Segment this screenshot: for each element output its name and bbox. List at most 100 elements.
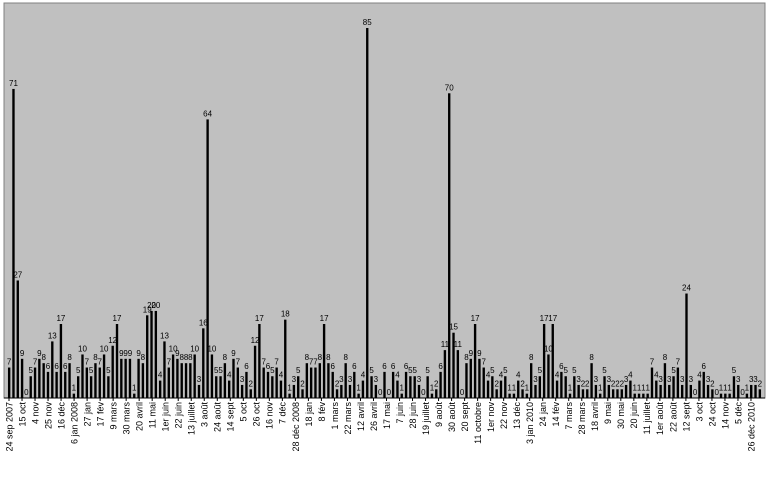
bar-126	[551, 324, 554, 398]
bar-143	[624, 384, 628, 398]
bar-129	[564, 376, 567, 398]
value-label-31: 8	[141, 353, 146, 362]
bar-114	[499, 380, 503, 398]
x-tick-label-36: 11 octobre	[473, 402, 483, 444]
x-tick-label-21: 7 déc	[278, 402, 288, 425]
value-label-127: 4	[555, 371, 560, 380]
bar-24	[111, 345, 114, 398]
bar-119	[521, 389, 524, 398]
value-label-169: 3	[736, 375, 741, 384]
value-label-103: 15	[449, 323, 458, 332]
bar-161	[702, 371, 705, 398]
value-label-53: 7	[236, 358, 241, 367]
bar-116	[508, 393, 511, 398]
plot-area	[3, 2, 766, 399]
bar-35	[158, 380, 162, 398]
value-label-157: 24	[682, 284, 691, 293]
x-tick-label-8: 9 mars	[109, 402, 119, 430]
x-tick-label-35: 20 sept	[460, 402, 470, 432]
x-tick-label-27: 12 avril	[356, 402, 366, 431]
x-tick-label-33: 9 août	[434, 402, 444, 428]
value-label-34: 20	[151, 301, 160, 310]
value-label-126: 17	[548, 314, 557, 323]
value-label-69: 8	[305, 353, 310, 362]
bar-79	[348, 384, 352, 398]
bar-36	[163, 341, 166, 398]
bar-62	[275, 367, 278, 398]
bar-43	[193, 354, 196, 398]
bar-15	[72, 393, 76, 398]
bar-65	[288, 393, 291, 398]
bar-102	[448, 93, 451, 398]
value-label-115: 5	[503, 366, 508, 375]
bar-37	[167, 367, 170, 398]
bar-130	[568, 393, 572, 398]
bar-7	[38, 358, 41, 398]
bar-120	[525, 393, 529, 398]
value-label-120: 1	[525, 384, 530, 393]
bar-5	[29, 376, 32, 398]
bar-135	[590, 363, 593, 398]
value-label-130: 1	[568, 384, 573, 393]
bar-50	[223, 363, 227, 398]
value-label-70: 7	[309, 358, 314, 367]
bar-90	[396, 380, 399, 398]
bar-163	[711, 389, 714, 398]
value-label-108: 17	[471, 314, 480, 323]
value-label-87: 6	[382, 362, 387, 371]
value-label-139: 3	[607, 375, 612, 384]
x-tick-label-44: 28 mars	[577, 402, 587, 435]
value-label-110: 7	[482, 358, 487, 367]
value-label-152: 8	[663, 353, 668, 362]
value-label-68: 2	[300, 379, 305, 388]
bar-53	[236, 367, 239, 398]
x-tick-label-18: 5 oct	[239, 402, 249, 422]
bar-87	[383, 371, 386, 398]
value-label-113: 2	[494, 379, 499, 388]
bar-12	[59, 324, 63, 398]
bar-137	[599, 393, 602, 398]
bar-111	[486, 380, 490, 398]
x-tick-label-24: 8 fév	[317, 402, 327, 422]
value-label-66: 3	[292, 375, 297, 384]
value-label-71: 7	[313, 358, 318, 367]
bar-157	[685, 293, 688, 398]
bar-58	[258, 324, 261, 398]
x-axis-labels: 24 sep 2007 15 oct 4 nov 25 nov 16 déc 6 jan …	[4, 402, 756, 452]
value-label-172: 3	[749, 375, 754, 384]
value-label-3: 9	[20, 349, 25, 358]
bar-11	[55, 371, 58, 398]
value-label-147: 1	[641, 384, 646, 393]
bar-85	[374, 384, 378, 398]
bar-127	[555, 380, 559, 398]
value-label-36: 13	[160, 331, 169, 340]
bar-14	[68, 363, 71, 398]
value-label-101: 11	[441, 340, 450, 349]
x-tick-label-56: 5 déc	[733, 402, 743, 425]
value-label-90: 4	[395, 371, 400, 380]
value-label-143: 3	[624, 375, 629, 384]
value-label-39: 9	[175, 349, 180, 358]
bar-162	[706, 384, 710, 398]
value-label-18: 7	[85, 358, 90, 367]
value-label-109: 9	[477, 349, 482, 358]
bar-169	[737, 384, 740, 398]
x-tick-label-34: 30 août	[447, 402, 457, 433]
value-label-146: 1	[637, 384, 642, 393]
value-label-114: 4	[499, 371, 504, 380]
bar-75	[331, 371, 334, 398]
x-tick-label-6: 27 jan	[82, 402, 92, 427]
value-label-105: 0	[460, 388, 465, 397]
value-label-79: 3	[348, 375, 353, 384]
x-tick-label-5: 6 jan 2008	[69, 402, 79, 444]
bar-101	[443, 350, 447, 398]
value-label-132: 3	[576, 375, 581, 384]
x-tick-label-38: 22 nov	[499, 402, 509, 430]
value-label-138: 5	[602, 366, 607, 375]
bar-1	[12, 88, 15, 398]
x-tick-label-30: 7 juin	[395, 402, 405, 424]
x-tick-label-47: 30 mai	[616, 402, 626, 429]
bar-77	[340, 384, 343, 398]
value-label-142: 2	[620, 379, 625, 388]
